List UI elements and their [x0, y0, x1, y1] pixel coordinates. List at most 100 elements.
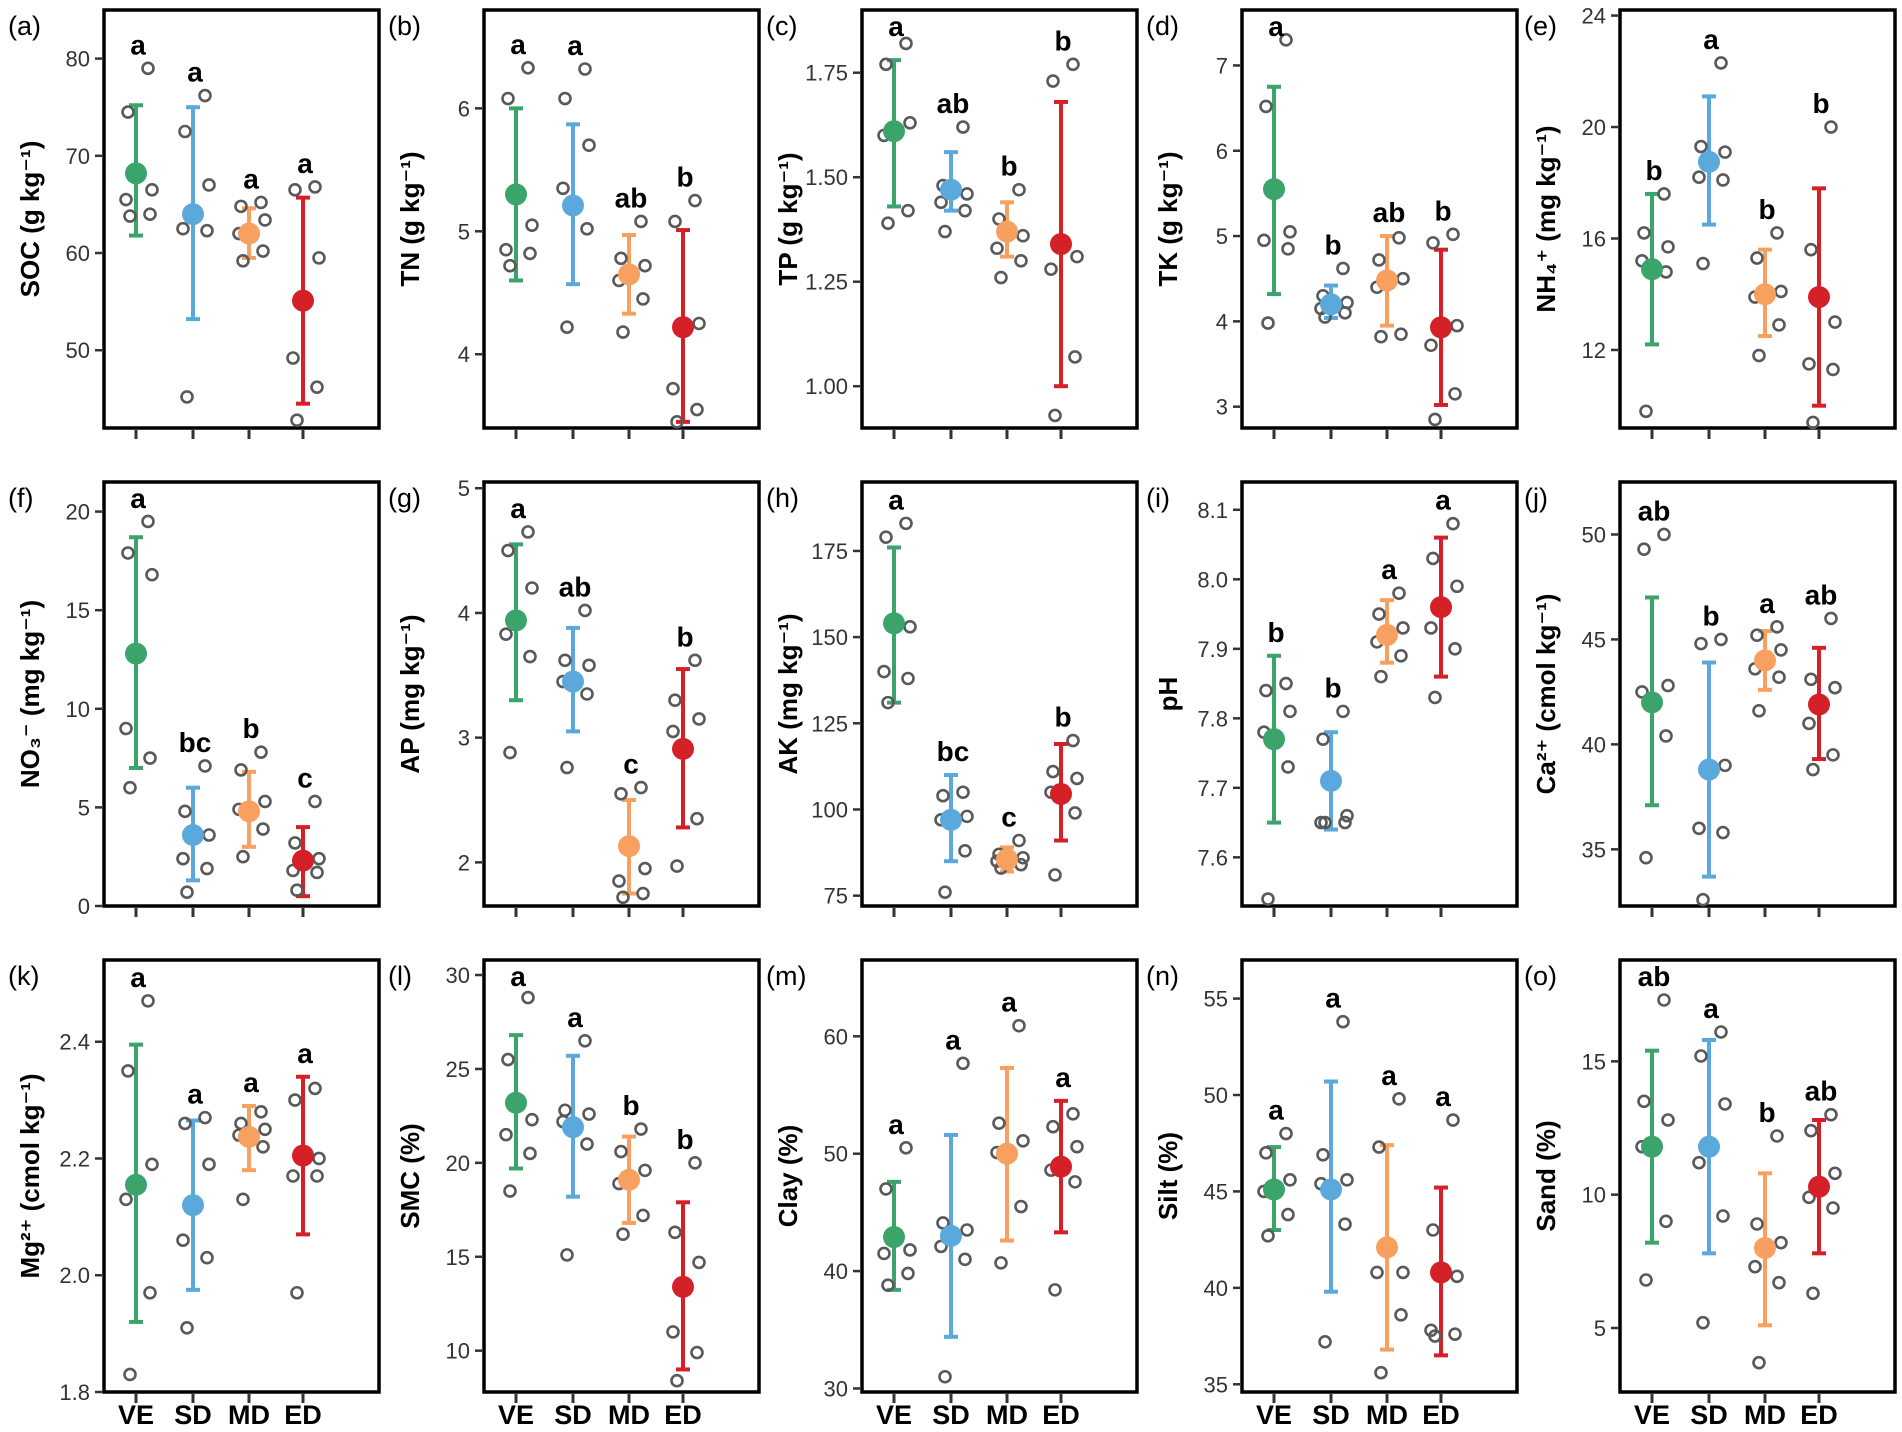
- panel-e-ytick-label: 12: [1582, 338, 1606, 363]
- data-point: [990, 241, 1004, 256]
- panel-h-group-md: c: [990, 802, 1030, 875]
- panel-i-frame: [1240, 480, 1519, 908]
- data-point: [956, 120, 970, 134]
- significance-letter: a: [888, 11, 904, 42]
- data-point: [1340, 808, 1354, 823]
- panel-m-label: (m): [766, 961, 806, 991]
- mean-point: [1698, 758, 1720, 781]
- significance-letter: a: [130, 483, 146, 514]
- panel-b-ytick-label: 4: [458, 342, 470, 367]
- panel-o-ytick-label: 5: [1594, 1316, 1606, 1341]
- data-point: [1261, 316, 1275, 330]
- panel-a-ytick-label: 80: [66, 47, 90, 72]
- data-point: [1426, 236, 1440, 250]
- panel-i-ytick-label: 7.8: [1197, 706, 1228, 731]
- mean-point: [1376, 269, 1398, 292]
- panel-o-label: (o): [1524, 961, 1557, 991]
- data-point: [1046, 74, 1060, 88]
- panel-h-ylabel: AK (mg kg⁻¹): [773, 613, 803, 774]
- significance-letter: a: [510, 961, 526, 992]
- data-point: [1424, 338, 1438, 353]
- data-point: [499, 1127, 513, 1142]
- panel-l-group-ed: b: [666, 1124, 706, 1388]
- panel-l-label: (l): [388, 961, 412, 991]
- data-point: [178, 1116, 192, 1131]
- panel-n-ytick-label: 55: [1204, 987, 1228, 1012]
- data-point: [198, 88, 212, 103]
- data-point: [1046, 1119, 1060, 1134]
- data-point: [290, 1285, 304, 1300]
- data-point: [936, 788, 950, 803]
- panel-j-group-sd: b: [1692, 600, 1732, 907]
- panel-g-group-ed: b: [666, 621, 706, 873]
- panel-m-xtick-label: VE: [876, 1400, 912, 1427]
- mean-point: [1320, 293, 1342, 316]
- data-point: [881, 1278, 895, 1292]
- mean-point: [1320, 769, 1342, 792]
- significance-letter: a: [130, 29, 146, 60]
- data-point: [899, 516, 913, 531]
- data-point: [1661, 1113, 1675, 1127]
- panel-c-ylabel: TP (g kg⁻¹): [773, 152, 803, 285]
- panel-c: (c) 1.00 1.25 1.50 1.75 TP (g kg⁻¹) a ab b b: [766, 8, 1139, 439]
- panel-f-label: (f): [8, 483, 33, 513]
- data-point: [1692, 170, 1706, 184]
- panel-e-group-ve: b: [1635, 155, 1675, 419]
- panel-m-group-ed: a: [1044, 1062, 1084, 1297]
- panel-e-ylabel: NH₄⁺ (mg kg⁻¹): [1531, 125, 1561, 312]
- data-point: [290, 413, 304, 428]
- panel-n-ylabel: Silt (%): [1153, 1132, 1183, 1220]
- data-point: [123, 209, 137, 223]
- data-point: [234, 199, 248, 214]
- data-point: [1448, 387, 1462, 401]
- significance-letter: c: [297, 762, 313, 793]
- panel-d-ytick-label: 6: [1216, 139, 1228, 164]
- data-point: [582, 1107, 596, 1121]
- panel-d-ytick-label: 4: [1216, 309, 1228, 334]
- data-point: [499, 627, 513, 641]
- data-point: [668, 214, 682, 229]
- panel-c-ytick-label: 1.00: [805, 374, 848, 399]
- data-point: [1450, 318, 1464, 333]
- data-point: [1048, 868, 1062, 882]
- mean-point: [940, 808, 962, 831]
- panel-c-group-sd: ab: [934, 88, 974, 239]
- data-point: [176, 851, 190, 866]
- panel-b-group-ve: a: [499, 29, 539, 283]
- panel-l-ylabel: SMC (%): [395, 1123, 425, 1228]
- data-point: [236, 849, 250, 864]
- data-point: [1772, 670, 1786, 685]
- data-point: [1338, 815, 1352, 830]
- data-point: [312, 1151, 326, 1166]
- panel-h-ytick-label: 100: [811, 797, 848, 822]
- mean-point: [1641, 1135, 1663, 1158]
- panel-h-group-sd: bc: [934, 736, 974, 900]
- data-point: [1635, 685, 1649, 699]
- data-point: [1046, 764, 1060, 779]
- panel-i-group-md: a: [1370, 554, 1410, 684]
- panel-g-label: (g): [388, 483, 421, 513]
- data-point: [1806, 415, 1820, 430]
- panel-g-ytick-label: 2: [458, 850, 470, 875]
- data-point: [121, 105, 135, 119]
- significance-letter: ab: [1638, 961, 1671, 992]
- data-point: [938, 1369, 952, 1384]
- significance-letter: a: [1381, 554, 1397, 585]
- data-point: [634, 780, 648, 795]
- data-point: [119, 721, 133, 736]
- data-point: [670, 1373, 684, 1388]
- significance-letter: ab: [1805, 579, 1838, 610]
- panel-a-ylabel: SOC (g kg⁻¹): [15, 141, 45, 298]
- data-point: [1048, 408, 1062, 423]
- panel-k-ytick-label: 2.2: [59, 1146, 90, 1171]
- significance-letter: a: [130, 962, 146, 993]
- data-point: [958, 844, 972, 858]
- data-point: [960, 809, 974, 824]
- mean-point: [505, 609, 527, 632]
- mean-point: [1808, 286, 1830, 309]
- significance-letter: a: [297, 148, 313, 179]
- panel-f-ytick-label: 5: [78, 795, 90, 820]
- data-point: [670, 415, 684, 429]
- panel-f-ytick-label: 0: [78, 894, 90, 919]
- data-point: [1770, 620, 1784, 634]
